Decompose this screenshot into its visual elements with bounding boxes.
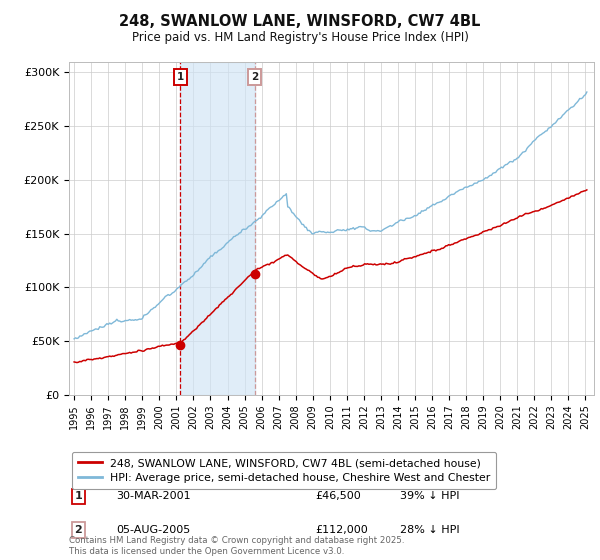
Legend: 248, SWANLOW LANE, WINSFORD, CW7 4BL (semi-detached house), HPI: Average price, : 248, SWANLOW LANE, WINSFORD, CW7 4BL (se… [72, 452, 496, 489]
Text: Contains HM Land Registry data © Crown copyright and database right 2025.
This d: Contains HM Land Registry data © Crown c… [69, 536, 404, 556]
Text: 30-MAR-2001: 30-MAR-2001 [116, 492, 191, 501]
Text: 05-AUG-2005: 05-AUG-2005 [116, 525, 191, 535]
Text: 1: 1 [176, 72, 184, 82]
Text: 248, SWANLOW LANE, WINSFORD, CW7 4BL: 248, SWANLOW LANE, WINSFORD, CW7 4BL [119, 14, 481, 29]
Text: 39% ↓ HPI: 39% ↓ HPI [400, 492, 459, 501]
Text: 2: 2 [251, 72, 259, 82]
Text: £46,500: £46,500 [316, 492, 361, 501]
Text: 2: 2 [74, 525, 82, 535]
Bar [181, 62, 255, 395]
Text: Price paid vs. HM Land Registry's House Price Index (HPI): Price paid vs. HM Land Registry's House … [131, 31, 469, 44]
Text: 28% ↓ HPI: 28% ↓ HPI [400, 525, 460, 535]
Text: 1: 1 [74, 492, 82, 501]
Text: £112,000: £112,000 [316, 525, 368, 535]
